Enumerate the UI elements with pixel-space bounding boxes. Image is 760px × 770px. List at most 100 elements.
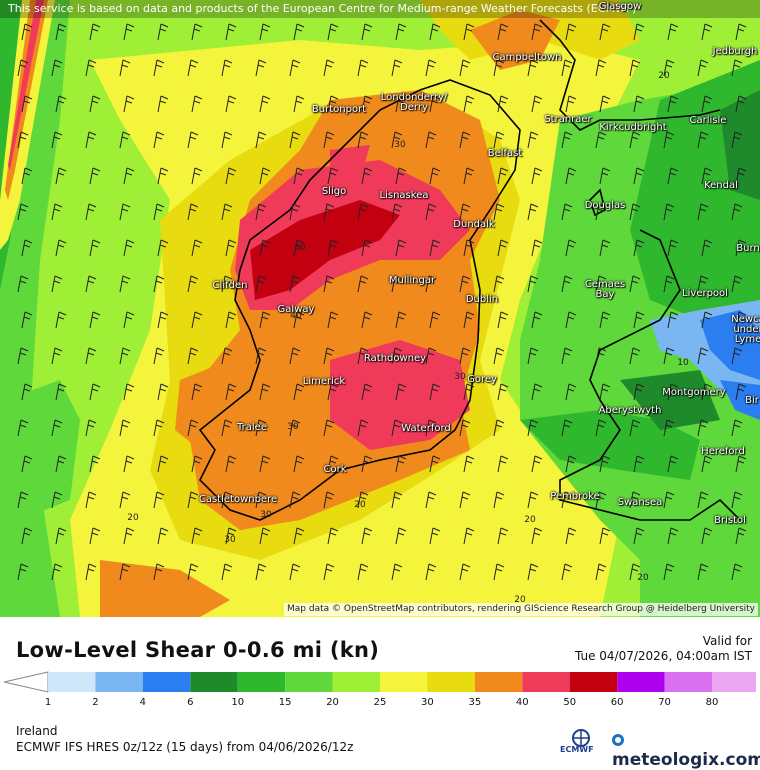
wind-barb xyxy=(459,491,471,509)
wind-barb xyxy=(259,311,271,329)
wind-barb xyxy=(21,455,33,473)
wind-barb xyxy=(731,491,743,509)
wind-barb xyxy=(123,527,135,545)
wind-barb xyxy=(731,131,743,149)
wind-barb xyxy=(429,95,441,113)
wind-barb xyxy=(255,419,267,437)
wind-barb xyxy=(323,491,335,509)
colorbar-swatch xyxy=(474,672,523,692)
wind-barb xyxy=(55,95,67,113)
wind-barb xyxy=(259,527,271,545)
wind-barb xyxy=(221,59,233,77)
field-6-10-ne xyxy=(720,90,760,200)
wind-barb xyxy=(463,311,475,329)
city-label: Stranraer xyxy=(544,114,592,125)
contour-value-label: 20 xyxy=(514,595,526,605)
contour-value-label: 40 xyxy=(290,311,302,321)
map-attribution[interactable]: Map data © OpenStreetMap contributors, r… xyxy=(284,603,758,616)
wind-barb xyxy=(497,239,509,257)
wind-barb xyxy=(697,59,709,77)
wind-barb xyxy=(323,203,335,221)
wind-barb xyxy=(187,563,199,581)
city-label: Tralee xyxy=(237,422,267,433)
wind-barb xyxy=(157,95,169,113)
wind-barb xyxy=(293,527,305,545)
valid-time: Tue 04/07/2026, 04:00am IST xyxy=(574,649,752,663)
wind-barb xyxy=(493,59,505,77)
wind-barb xyxy=(561,419,573,437)
wind-barb xyxy=(527,59,539,77)
colorbar xyxy=(3,671,756,693)
wind-barb xyxy=(361,527,373,545)
model-run-label: ECMWF IFS HRES 0z/12z (15 days) from 04/… xyxy=(16,740,354,754)
wind-barb xyxy=(527,131,539,149)
wind-barb xyxy=(225,167,237,185)
wind-barb xyxy=(697,347,709,365)
wind-barb xyxy=(735,239,747,257)
wind-barb xyxy=(395,167,407,185)
wind-barb xyxy=(463,23,475,41)
field-band-west-orange xyxy=(5,0,48,200)
wind-barb xyxy=(327,527,339,545)
wind-barb xyxy=(497,383,509,401)
wind-barb xyxy=(89,455,101,473)
wind-barb xyxy=(293,23,305,41)
wind-barb xyxy=(459,59,471,77)
wind-barb xyxy=(123,239,135,257)
contour-value-label: 20 xyxy=(354,500,366,510)
wind-barb xyxy=(51,275,63,293)
wind-barb xyxy=(157,383,169,401)
wind-barb xyxy=(255,203,267,221)
wind-barb xyxy=(293,167,305,185)
wind-barb xyxy=(561,347,573,365)
meteologix-logo[interactable]: meteologix.com xyxy=(612,730,760,770)
wind-barb xyxy=(425,275,437,293)
wind-barb xyxy=(191,239,203,257)
wind-barb xyxy=(323,131,335,149)
colorbar-tick-label: 2 xyxy=(92,697,99,708)
wind-barb xyxy=(633,167,645,185)
wind-barb xyxy=(527,419,539,437)
wind-barb xyxy=(697,563,709,581)
wind-barb xyxy=(21,527,33,545)
wind-barb xyxy=(565,167,577,185)
wind-barb xyxy=(599,311,611,329)
wind-barb xyxy=(187,347,199,365)
city-label: Mullingar xyxy=(388,275,436,286)
wind-barb xyxy=(357,131,369,149)
wind-barb xyxy=(565,527,577,545)
wind-barb xyxy=(323,563,335,581)
city-label: Glasgow xyxy=(598,1,642,12)
wind-barb xyxy=(361,455,373,473)
wind-barb xyxy=(429,311,441,329)
wind-barb xyxy=(463,455,475,473)
wind-barb xyxy=(395,383,407,401)
wind-barb xyxy=(391,59,403,77)
wind-barb xyxy=(191,167,203,185)
wind-barb xyxy=(259,455,271,473)
wind-barb xyxy=(89,383,101,401)
wind-barb xyxy=(289,563,301,581)
ecmwf-logo-text: ECMWF xyxy=(560,745,594,754)
wind-barb xyxy=(527,347,539,365)
wind-barb xyxy=(599,95,611,113)
colorbar-tick-label: 50 xyxy=(563,697,577,708)
wind-barb xyxy=(51,59,63,77)
colorbar-swatch xyxy=(332,672,380,692)
wind-barb xyxy=(357,491,369,509)
wind-barb xyxy=(225,383,237,401)
wind-barb xyxy=(595,203,607,221)
wind-barb xyxy=(55,527,67,545)
wind-barb xyxy=(21,311,33,329)
colorbar-tick-label: 6 xyxy=(187,697,194,708)
colorbar-tick-label: 35 xyxy=(468,697,482,708)
wind-barb xyxy=(153,275,165,293)
wind-barb xyxy=(187,203,199,221)
wind-barb xyxy=(595,131,607,149)
wind-barbs xyxy=(17,23,747,581)
wind-barb xyxy=(599,23,611,41)
wind-barb xyxy=(395,95,407,113)
weather-map[interactable]: This service is based on data and produc… xyxy=(0,0,760,617)
wind-barb xyxy=(667,527,679,545)
wind-barb xyxy=(633,95,645,113)
